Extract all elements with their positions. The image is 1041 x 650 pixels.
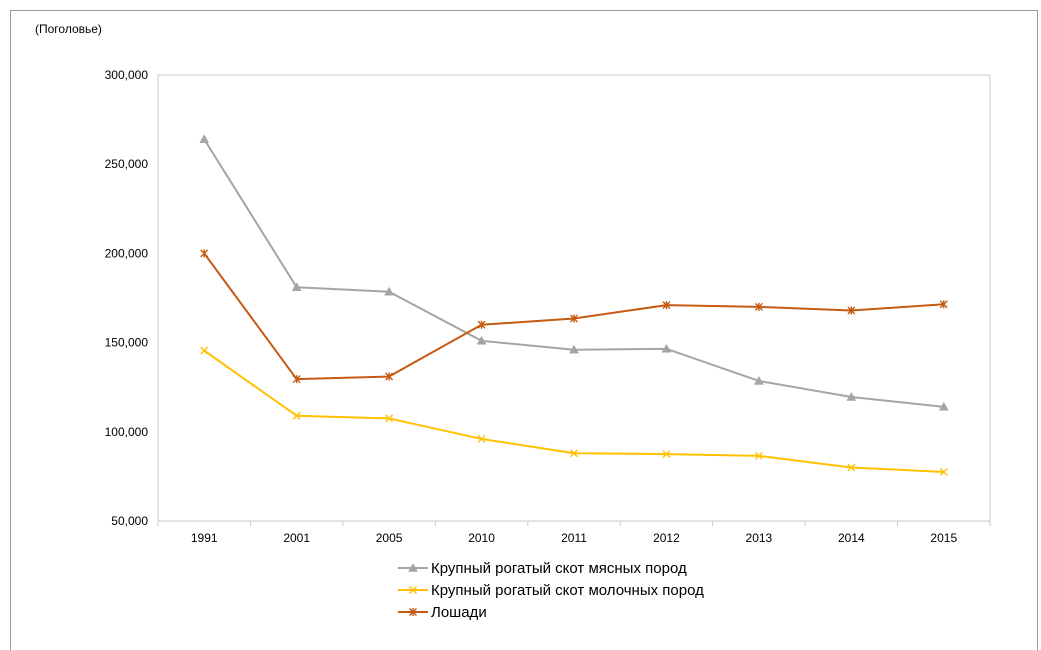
data-point-marker [199, 134, 210, 143]
line-chart: (Поголовье) 300,000 250,000 200,000 150,000… [35, 22, 991, 621]
y-tick-label: 200,000 [105, 246, 149, 260]
data-point-marker [570, 449, 578, 458]
data-point-marker [662, 450, 671, 459]
data-point-marker [409, 586, 417, 594]
data-point-marker [200, 346, 209, 355]
data-point-marker [753, 375, 764, 385]
legend-label: Лошади [431, 604, 487, 621]
series-line [203, 138, 944, 408]
legend-item: Лошади [398, 604, 487, 621]
data-point-marker [384, 286, 395, 296]
x-tick-label: 2001 [283, 531, 310, 545]
legend-item: Крупный рогатый скот молочных пород [398, 582, 704, 599]
data-point-marker [846, 392, 857, 401]
data-point-marker [477, 320, 486, 329]
series-group [199, 134, 949, 411]
legend: Крупный рогатый скот мясных пород Крупный… [398, 560, 704, 621]
x-tick-label: 2014 [838, 531, 865, 545]
data-point-marker [569, 344, 579, 354]
data-point-marker [385, 414, 394, 423]
legend-label: Крупный рогатый скот мясных пород [431, 560, 687, 577]
data-point-marker [938, 401, 949, 411]
data-point-marker [408, 562, 418, 572]
data-point-marker [385, 372, 394, 381]
y-tick-label: 300,000 [105, 68, 149, 82]
x-tick-label: 2012 [653, 531, 680, 545]
data-point-marker [847, 306, 856, 315]
y-tick-label: 100,000 [105, 425, 149, 439]
data-point-marker [476, 335, 487, 345]
series-group [200, 249, 948, 384]
data-point-marker [939, 300, 948, 309]
legend-item: Крупный рогатый скот мясных пород [398, 560, 687, 577]
x-tick-label: 2011 [561, 531, 587, 545]
data-point-marker [292, 375, 301, 384]
plot-area [157, 74, 991, 522]
y-tick-label: 250,000 [105, 157, 149, 171]
y-unit-label: (Поголовье) [35, 22, 102, 36]
data-point-marker [291, 282, 302, 292]
y-axis: 300,000 250,000 200,000 150,000 100,000 50,00… [105, 68, 149, 528]
x-tick-label: 1991 [191, 531, 218, 545]
legend-label: Крупный рогатый скот молочных пород [431, 582, 704, 599]
data-point-marker [661, 343, 672, 353]
data-point-marker [754, 451, 763, 460]
data-point-marker [477, 434, 486, 443]
data-point-marker [847, 463, 856, 472]
x-tick-label: 2005 [376, 531, 403, 545]
data-point-marker [292, 411, 301, 420]
data-point-marker [409, 608, 417, 616]
x-axis: 1991 2001 2005 2010 2011 2012 2013 2014 2015 [157, 521, 991, 545]
x-tick-label: 2015 [930, 531, 957, 545]
data-point-marker [662, 301, 671, 310]
chart-frame [10, 10, 1038, 650]
x-tick-label: 2013 [746, 531, 773, 545]
y-tick-label: 150,000 [105, 336, 149, 350]
data-point-marker [939, 467, 948, 476]
series-layer [199, 134, 949, 476]
x-tick-label: 2010 [468, 531, 495, 545]
y-tick-label: 50,000 [111, 514, 148, 528]
data-point-marker [570, 314, 578, 323]
series-group [200, 346, 948, 476]
data-point-marker [754, 302, 763, 311]
data-point-marker [200, 249, 209, 258]
